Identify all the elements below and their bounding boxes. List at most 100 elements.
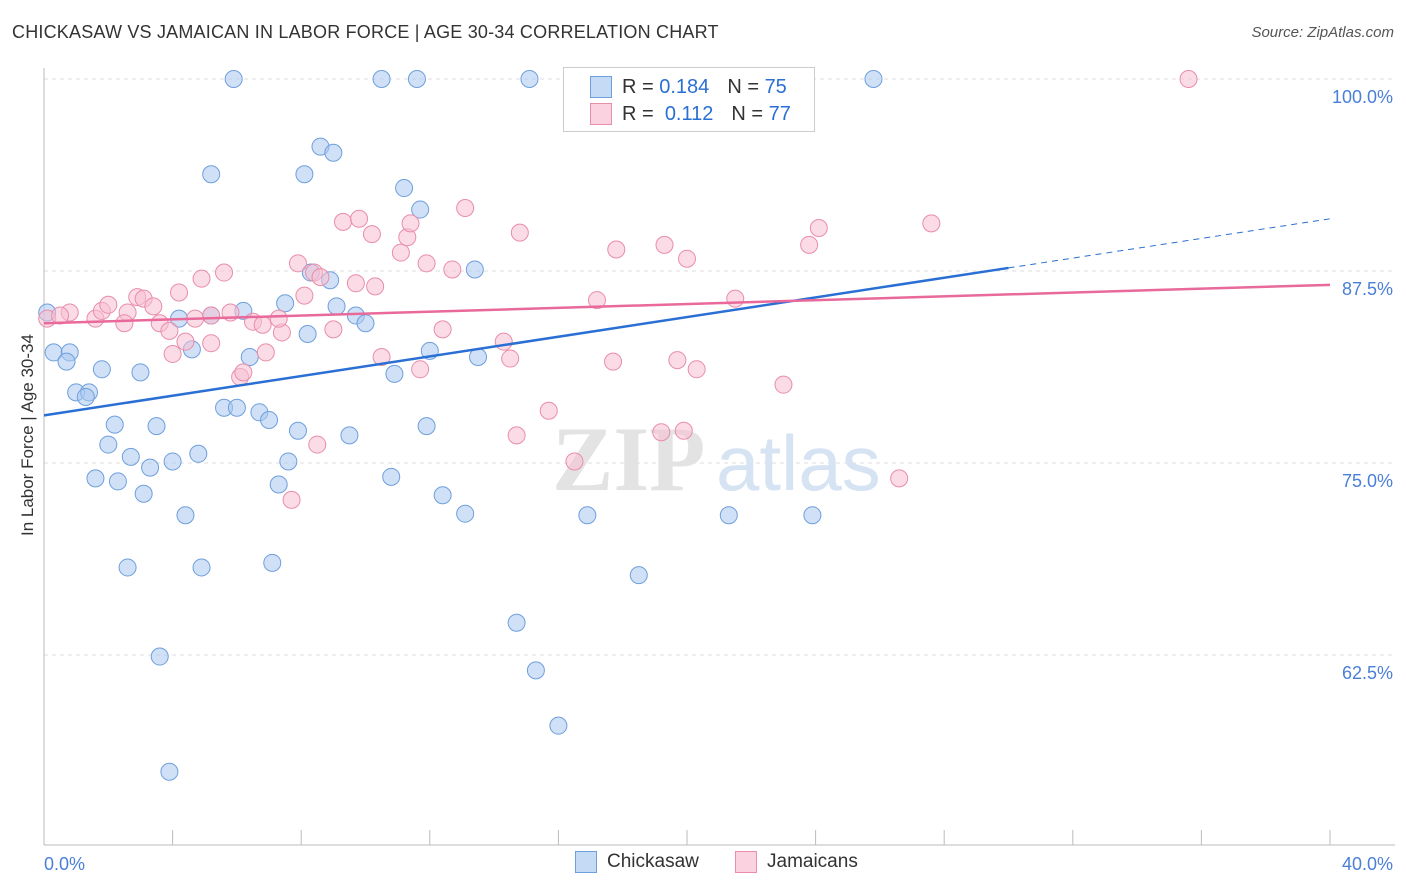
chickasaw-point	[629, 566, 648, 585]
chickasaw-point	[176, 506, 195, 525]
chickasaw-point	[147, 417, 166, 436]
jamaicans-trend-line	[43, 283, 1331, 325]
jamaicans-point	[607, 240, 626, 259]
jamaicans-point	[604, 352, 623, 371]
jamaicans-point	[333, 212, 352, 231]
chickasaw-point	[263, 553, 282, 572]
r-value: 0.112	[664, 102, 714, 125]
jamaicans-point	[163, 344, 182, 363]
jamaicans-point	[288, 254, 307, 273]
jamaicans-point	[668, 351, 687, 370]
chickasaw-point	[456, 504, 475, 523]
chickasaw-point	[150, 647, 169, 666]
legend-row-jamaicans: R = 0.112 N = 77	[590, 101, 791, 127]
chickasaw-point	[269, 475, 288, 494]
chickasaw-point	[118, 558, 137, 577]
jamaicans-point	[401, 214, 420, 233]
blue-swatch-icon	[575, 851, 597, 873]
jamaicans-point	[192, 269, 211, 288]
pink-swatch-icon	[735, 851, 757, 873]
jamaicans-point	[282, 490, 301, 509]
chickasaw-point	[803, 506, 822, 525]
n-value: 75	[764, 75, 787, 98]
jamaicans-point	[726, 289, 745, 308]
jamaicans-point	[539, 401, 558, 420]
jamaicans-point	[501, 349, 520, 368]
chickasaw-point	[327, 297, 346, 316]
n-value: 77	[768, 102, 791, 125]
jamaicans-point	[587, 291, 606, 310]
chickasaw-point	[92, 360, 111, 379]
chickasaw-point	[108, 472, 127, 491]
jamaicans-point	[372, 348, 391, 367]
y-tick-label: 100.0%	[1332, 87, 1393, 107]
jamaicans-point	[115, 314, 134, 333]
chickasaw-point	[549, 716, 568, 735]
chickasaw-point	[578, 506, 597, 525]
chickasaw-point	[465, 260, 484, 279]
jamaicans-point	[269, 309, 288, 328]
jamaicans-point	[160, 321, 179, 340]
pink-swatch-icon	[590, 103, 612, 125]
chickasaw-point	[288, 421, 307, 440]
n-label: N =	[731, 102, 764, 125]
y-axis-label: In Labor Force | Age 30-34	[18, 334, 37, 536]
jamaicans-point	[311, 268, 330, 287]
bottom-legend-jamaicans: Jamaicans	[735, 851, 858, 873]
y-tick-label: 87.5%	[1342, 279, 1393, 299]
jamaicans-point	[391, 243, 410, 262]
chickasaw-point	[526, 661, 545, 680]
jamaicans-point	[678, 249, 696, 268]
watermark-atlas: atlas	[716, 419, 881, 507]
jamaicans-point	[202, 334, 221, 353]
chickasaw-point	[57, 352, 76, 371]
jamaicans-point	[308, 435, 327, 454]
y-tick-label: 62.5%	[1342, 663, 1393, 683]
chickasaw-point	[864, 70, 883, 88]
chickasaw-point	[719, 506, 738, 525]
chickasaw-point	[298, 324, 317, 343]
chickasaw-point	[356, 314, 375, 333]
legend-row-chickasaw: R = 0.184 N = 75	[590, 74, 787, 100]
chickasaw-point	[76, 387, 95, 406]
legend-label: Jamaicans	[767, 851, 858, 872]
jamaicans-point	[234, 363, 253, 382]
chickasaw-point	[105, 415, 124, 434]
source-label: Source: ZipAtlas.com	[1251, 24, 1394, 41]
jamaicans-point	[565, 452, 584, 471]
jamaicans-point	[170, 283, 189, 302]
jamaicans-point	[350, 209, 369, 228]
chickasaw-point	[385, 364, 404, 383]
x-tick-label: 40.0%	[1342, 854, 1393, 874]
chickasaw-point	[134, 484, 153, 503]
jamaicans-point	[417, 254, 436, 273]
jamaicans-point	[366, 277, 385, 296]
y-tick-label: 75.0%	[1342, 471, 1393, 491]
chickasaw-point	[224, 70, 243, 88]
jamaicans-point	[674, 421, 693, 440]
chickasaw-point	[86, 469, 105, 488]
chickasaw-point	[276, 294, 295, 313]
chickasaw-point	[163, 452, 182, 471]
chickasaw-point	[160, 762, 179, 781]
jamaicans-point	[687, 360, 706, 379]
chickasaw-point	[99, 435, 118, 454]
chickasaw-point	[227, 398, 246, 417]
legend-box: R = 0.184 N = 75 R = 0.112 N = 77	[563, 67, 815, 132]
chickasaw-point	[324, 143, 343, 162]
jamaicans-point	[362, 225, 381, 244]
chickasaw-trend-line	[43, 266, 1009, 417]
jamaicans-point	[253, 315, 272, 334]
jamaicans-point	[324, 320, 343, 339]
chickasaw-point	[340, 426, 359, 445]
jamaicans-point	[256, 343, 275, 362]
jamaicans-point	[922, 214, 941, 233]
chickasaw-point	[141, 458, 160, 477]
jamaicans-point	[809, 218, 828, 237]
jamaicans-point	[411, 360, 430, 379]
chickasaw-point	[192, 558, 211, 577]
r-label: R =	[622, 102, 654, 125]
jamaicans-point	[215, 263, 234, 282]
chickasaw-point	[202, 165, 221, 184]
